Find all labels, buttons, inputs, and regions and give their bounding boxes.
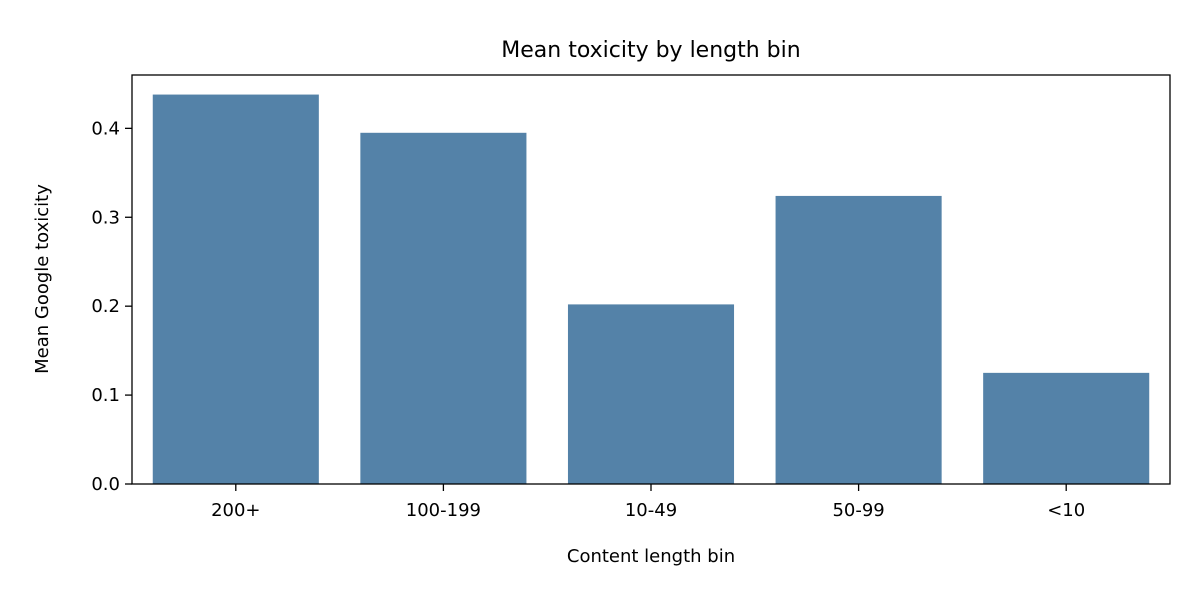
x-tick-label-1: 100-199: [406, 500, 481, 521]
bar-1: [360, 132, 527, 485]
bar-3: [775, 195, 942, 484]
y-tick-label-4: 0.4: [91, 118, 120, 139]
axis-ticks: 200+ 100-199 10-49 50-99 <10 0.0 0.1 0.2 0.3 0.4: [91, 118, 1085, 521]
bar-4: [983, 372, 1150, 484]
plot-frame: [131, 74, 1171, 485]
bar-0: [152, 94, 319, 485]
chart-title: Mean toxicity by length bin: [501, 38, 800, 63]
y-tick-label-1: 0.1: [91, 385, 120, 406]
x-axis-label: Content length bin: [567, 546, 735, 567]
y-axis-label: Mean Google toxicity: [32, 184, 53, 374]
bars: [152, 94, 1150, 485]
y-tick-label-2: 0.2: [91, 296, 120, 317]
bar-2: [567, 304, 735, 484]
x-tick-label-4: <10: [1047, 500, 1085, 521]
y-tick-label-3: 0.3: [91, 207, 120, 228]
x-tick-label-0: 200+: [211, 500, 260, 521]
x-tick-label-2: 10-49: [625, 500, 677, 521]
y-tick-label-0: 0.0: [91, 474, 120, 495]
x-tick-label-3: 50-99: [832, 500, 884, 521]
